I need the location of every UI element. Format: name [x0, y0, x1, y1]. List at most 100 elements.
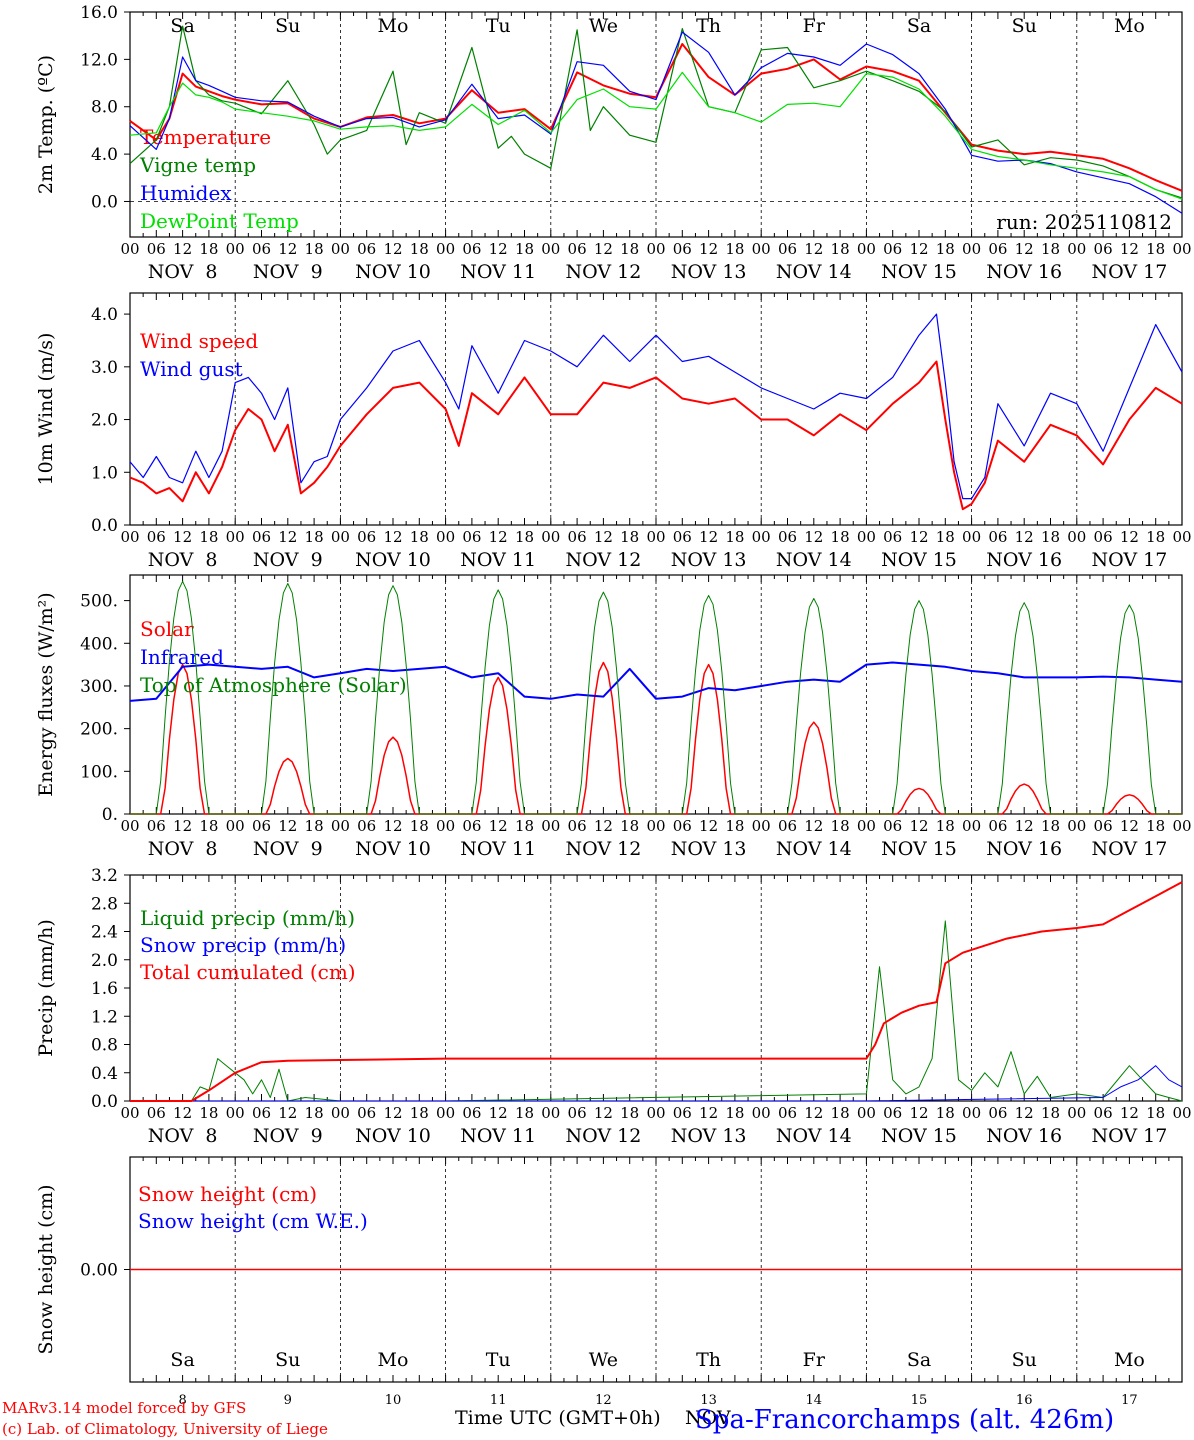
hour-tick-label: 12 [383, 240, 402, 258]
hour-tick-label: 00 [646, 1104, 665, 1122]
hour-tick-label: 06 [778, 528, 797, 546]
hour-tick-label: 06 [883, 1104, 902, 1122]
date-label: NOV 14 [776, 1125, 852, 1147]
legend-entry: Top of Atmosphere (Solar) [140, 673, 407, 697]
hour-tick-label: 18 [620, 528, 639, 546]
legend-entry: Humidex [140, 181, 232, 205]
hour-tick-label: 06 [147, 240, 166, 258]
weekday-label: Su [275, 1349, 300, 1371]
hour-tick-label: 00 [226, 528, 245, 546]
model-credit: MARv3.14 model forced by GFS [2, 1399, 246, 1417]
y-tick-label: 0.4 [91, 1064, 118, 1084]
hour-tick-label: 00 [752, 817, 771, 835]
hour-tick-label: 00 [646, 817, 665, 835]
y-tick-label: 2.0 [91, 951, 118, 971]
hour-tick-label: 00 [752, 240, 771, 258]
day-number-label: 13 [700, 1393, 717, 1408]
legend-entry: Temperature [140, 125, 271, 149]
station-title: Spa-Francorchamps (alt. 426m) [695, 1405, 1114, 1435]
hour-tick-label: 06 [673, 528, 692, 546]
weekday-label: Mo [1114, 15, 1145, 37]
date-label: NOV 9 [253, 1125, 323, 1147]
hour-tick-label: 18 [725, 240, 744, 258]
hour-tick-label: 06 [252, 240, 271, 258]
weekday-label: Su [1012, 1349, 1037, 1371]
hour-tick-label: 18 [1041, 1104, 1060, 1122]
hour-tick-label: 18 [1041, 240, 1060, 258]
date-label: NOV 11 [460, 261, 536, 283]
hour-tick-label: 12 [489, 817, 508, 835]
weekday-label: Th [696, 15, 721, 37]
hour-tick-label: 18 [936, 528, 955, 546]
day-number-label: 17 [1121, 1393, 1138, 1408]
hour-tick-label: 18 [620, 240, 639, 258]
hour-tick-label: 06 [252, 528, 271, 546]
hour-tick-label: 12 [699, 1104, 718, 1122]
hour-tick-label: 12 [383, 817, 402, 835]
hour-tick-label: 00 [331, 817, 350, 835]
hour-tick-label: 06 [357, 528, 376, 546]
day-number-label: 12 [595, 1393, 612, 1408]
hour-tick-label: 06 [357, 240, 376, 258]
series-line-top-of-atmosphere-solar- [130, 580, 1182, 815]
hour-tick-label: 12 [1015, 528, 1034, 546]
hour-tick-label: 06 [357, 817, 376, 835]
hour-tick-label: 12 [1120, 817, 1139, 835]
hour-tick-label: 18 [410, 528, 429, 546]
hour-tick-label: 06 [1094, 1104, 1113, 1122]
y-tick-label: 8.0 [91, 98, 118, 118]
date-label: NOV 17 [1091, 261, 1167, 283]
series-line-liquid-precip-mm-h- [130, 920, 1183, 1102]
day-number-label: 10 [385, 1393, 402, 1408]
date-label: NOV 10 [355, 1125, 431, 1147]
panel-2: 0.0 1.0 2.0 3.0 4.0 10m Wind (m/s) 00 06 12 18 NOV… [35, 292, 1192, 571]
legend-entry: Vigne temp [139, 153, 256, 177]
series-line-infrared [129, 661, 1183, 702]
date-label: NOV 11 [460, 1125, 536, 1147]
hour-tick-label: 18 [936, 817, 955, 835]
hour-tick-label: 00 [752, 1104, 771, 1122]
hour-tick-label: 06 [568, 1104, 587, 1122]
date-label: NOV 17 [1091, 549, 1167, 571]
weekday-label: Th [696, 1349, 721, 1371]
hour-tick-label: 00 [436, 240, 455, 258]
hour-tick-label: 06 [147, 1104, 166, 1122]
date-label: NOV 16 [986, 1125, 1062, 1147]
y-tick-label: 1.0 [91, 463, 118, 483]
date-label: NOV 12 [565, 549, 641, 571]
hour-tick-label: 00 [541, 1104, 560, 1122]
hour-tick-label: 12 [699, 528, 718, 546]
hour-tick-label: 06 [778, 240, 797, 258]
legend-entry: Wind speed [140, 329, 258, 353]
hour-tick-label: 06 [462, 1104, 481, 1122]
hour-tick-label: 18 [1146, 1104, 1165, 1122]
hour-tick-label: 12 [594, 528, 613, 546]
hour-tick-label: 06 [1094, 240, 1113, 258]
weekday-label: Su [275, 15, 300, 37]
weekday-label: Fr [803, 15, 826, 37]
hour-tick-label: 00 [331, 1104, 350, 1122]
date-label: NOV 12 [565, 1125, 641, 1147]
y-tick-label: 1.2 [91, 1007, 118, 1027]
date-label: NOV 13 [671, 549, 747, 571]
date-label: NOV 15 [881, 838, 957, 860]
hour-tick-label: 12 [1015, 1104, 1034, 1122]
date-label: NOV 13 [671, 261, 747, 283]
hour-tick-label: 12 [909, 1104, 928, 1122]
date-label: NOV 14 [776, 549, 852, 571]
hour-tick-label: 06 [988, 817, 1007, 835]
hour-tick-label: 00 [226, 240, 245, 258]
hour-tick-label: 00 [646, 240, 665, 258]
y-tick-label: 2.0 [91, 411, 118, 431]
hour-tick-label: 12 [278, 240, 297, 258]
hour-tick-label: 06 [778, 1104, 797, 1122]
day-number-label: 14 [806, 1393, 823, 1408]
hour-tick-label: 18 [515, 1104, 534, 1122]
hour-tick-label: 00 [226, 817, 245, 835]
y-tick-label: 4.0 [91, 305, 118, 325]
hour-tick-label: 18 [936, 1104, 955, 1122]
hour-tick-label: 06 [357, 1104, 376, 1122]
hour-tick-label: 18 [831, 240, 850, 258]
legend-entry: Snow height (cm) [138, 1182, 317, 1206]
date-label: NOV 10 [355, 838, 431, 860]
